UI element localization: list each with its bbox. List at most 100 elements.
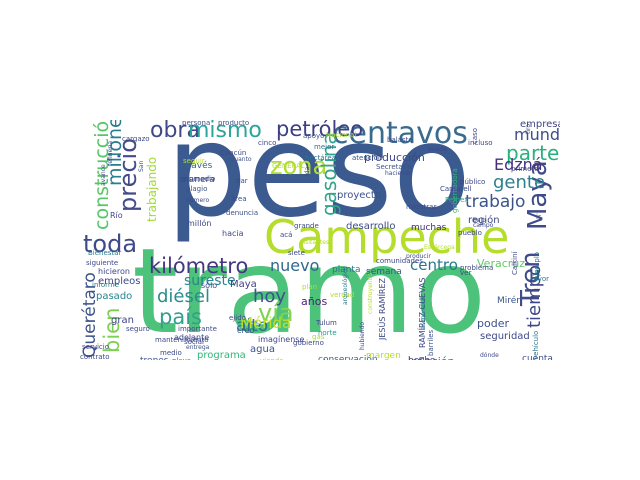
cloud-word: mismo [188, 120, 262, 143]
cloud-word: centro [410, 256, 458, 274]
cloud-word: años [301, 295, 328, 308]
cloud-word: gas [312, 333, 325, 341]
cloud-word: norte [318, 329, 337, 337]
cloud-word: cuanto [231, 156, 252, 163]
cloud-word: contrato [80, 353, 110, 361]
cloud-word: hoy [253, 286, 287, 307]
cloud-word: ir [536, 213, 541, 221]
cloud-word: Campeche [264, 210, 510, 264]
cloud-word: país [159, 305, 202, 329]
cloud-word: empresa [520, 120, 560, 130]
cloud-word: ida [304, 166, 311, 176]
cloud-word: tramo [132, 222, 487, 360]
cloud-word: balasto [387, 136, 413, 144]
cloud-word: pueda [428, 146, 447, 153]
cloud-word: desarrollo [346, 221, 396, 232]
cloud-word: adelante [174, 333, 210, 342]
cloud-word: nuevo [270, 256, 320, 275]
cloud-word: pueblo [458, 229, 482, 237]
cloud-word: hubiendo [359, 321, 366, 350]
cloud-word: sureste [184, 273, 236, 289]
cloud-word: número [186, 197, 210, 204]
cloud-word: kilómetro [149, 254, 249, 278]
cloud-word: cuenta [522, 354, 553, 361]
cloud-word: centavos [332, 120, 468, 151]
cloud-word: acá [280, 231, 293, 239]
cloud-word: construyendo [367, 272, 374, 314]
cloud-word: seguro [126, 325, 150, 333]
cloud-word: pasado [96, 291, 133, 302]
cloud-word: poder [477, 317, 509, 330]
cloud-word: millón [187, 219, 212, 228]
cloud-word: zona [270, 152, 328, 180]
cloud-word: ver [460, 269, 472, 277]
cloud-word: mundo [514, 125, 560, 144]
cloud-word: visitantes [300, 239, 330, 246]
cloud-word: Veracruz [477, 257, 526, 270]
cloud-word: trabajo [465, 192, 526, 212]
cloud-word: semana [366, 267, 402, 277]
cloud-word: conservación [318, 355, 378, 361]
cloud-word: comunidades [376, 257, 423, 265]
cloud-word: Maya [230, 279, 257, 290]
cloud-word: servicio [82, 343, 109, 351]
cloud-word: arqueológico [342, 266, 349, 305]
cloud-word: producto [218, 120, 250, 127]
cloud-word: siete [288, 249, 305, 257]
cloud-word: denuncia [226, 209, 259, 217]
cloud-word: plan [302, 283, 318, 291]
cloud-word: diésel [157, 286, 210, 307]
cloud-word: sólo [201, 281, 218, 290]
cloud-word: producción [364, 151, 425, 164]
cloud-word: social [184, 338, 204, 346]
cloud-word: atención [352, 154, 383, 162]
cloud-word: mientras [406, 203, 438, 211]
cloud-word: vehículo [532, 330, 540, 360]
cloud-word: Escárcega [424, 244, 455, 251]
cloud-word: verdad [330, 291, 355, 299]
cloud-word: cinco [258, 139, 277, 147]
cloud-word: apoyo [303, 132, 325, 140]
cloud-word: margen [366, 351, 401, 361]
cloud-word: través [184, 161, 213, 171]
cloud-word: inflación [408, 356, 455, 360]
cloud-word: planta [332, 265, 361, 275]
cloud-word: hectáreas [305, 154, 340, 162]
cloud-word: producir [406, 253, 431, 260]
cloud-word: Nacional [326, 131, 357, 139]
cloud-word: región [468, 215, 500, 226]
cloud-word: bajo [473, 217, 486, 224]
cloud-word: Pemex [445, 196, 469, 204]
cloud-word: muchas [411, 223, 447, 233]
cloud-word: peso [166, 120, 471, 246]
cloud-word: dar [236, 177, 248, 185]
cloud-word: creo [237, 326, 255, 335]
cloud-word: tiro [525, 123, 532, 134]
cloud-word: San [138, 160, 145, 172]
cloud-word: Mirén [497, 296, 523, 306]
cloud-word: importante [178, 325, 217, 333]
cloud-word: plagio [186, 185, 208, 193]
cloud-word: grande [294, 222, 319, 230]
cloud-word: proyecto [337, 190, 381, 201]
cloud-word: toda [83, 230, 138, 258]
cloud-word: área [231, 195, 247, 203]
cloud-word: obra [150, 120, 200, 143]
cloud-word: haciendo [385, 170, 413, 177]
cloud-word: Cancún [220, 149, 247, 157]
cloud-word: refinería [107, 140, 114, 166]
cloud-word: trabajando [145, 156, 159, 222]
cloud-word: encuentra [298, 359, 334, 361]
cloud-word: campo [473, 222, 494, 229]
cloud-word: Mérida [240, 314, 292, 332]
cloud-word: Bienestar [88, 249, 122, 257]
cloud-word: promedio [182, 175, 216, 183]
cloud-word: gran [111, 315, 134, 326]
cloud-word: programa [197, 350, 246, 361]
cloud-word: hacia [222, 229, 244, 238]
cloud-word: Río [110, 211, 123, 220]
cloud-word: público [460, 178, 486, 186]
cloud-word: Edzná [494, 155, 543, 174]
cloud-word: Tulum [316, 319, 337, 327]
